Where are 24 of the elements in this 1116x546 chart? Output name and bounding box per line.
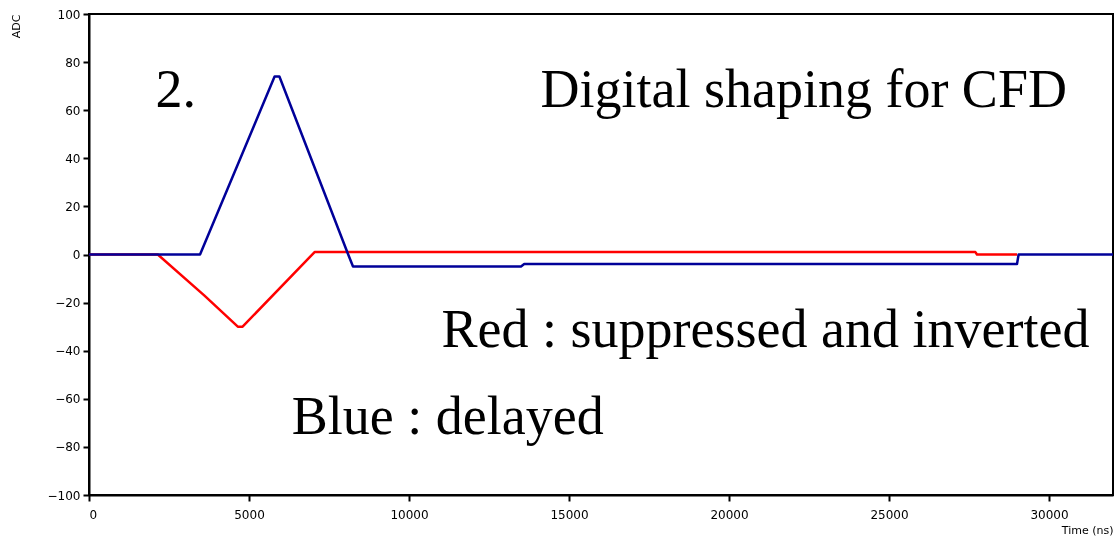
x-tick-label: 25000	[870, 507, 909, 522]
y-tick-label: 60	[65, 103, 81, 118]
x-axis-title: Time (ns)	[1060, 523, 1114, 537]
x-tick-label: 20000	[710, 507, 749, 522]
x-tick-label: 5000	[234, 507, 265, 522]
y-tick-label: 0	[72, 248, 81, 262]
y-tick-label: −60	[55, 392, 81, 407]
y-tick-label: 20	[65, 199, 81, 214]
annotation: 2.	[155, 58, 197, 119]
y-tick-label: −40	[55, 344, 81, 359]
annotation: Blue : delayed	[291, 386, 604, 447]
x-tick-label: 15000	[550, 507, 589, 522]
y-tick-label: 40	[65, 151, 81, 166]
y-tick-label: −20	[55, 296, 81, 311]
x-tick-label: 30000	[1030, 507, 1069, 522]
annotation: Digital shaping for CFD	[540, 58, 1067, 119]
y-tick-label: −80	[55, 440, 81, 455]
y-tick-label: 80	[65, 55, 81, 70]
annotation: Red : suppressed and inverted	[441, 299, 1090, 360]
x-tick-label: 10000	[390, 507, 429, 522]
y-tick-label: 100	[57, 7, 81, 22]
y-axis-title: ADC	[9, 14, 23, 39]
x-tick-label: 0	[89, 507, 98, 522]
y-tick-label: −100	[47, 488, 81, 503]
